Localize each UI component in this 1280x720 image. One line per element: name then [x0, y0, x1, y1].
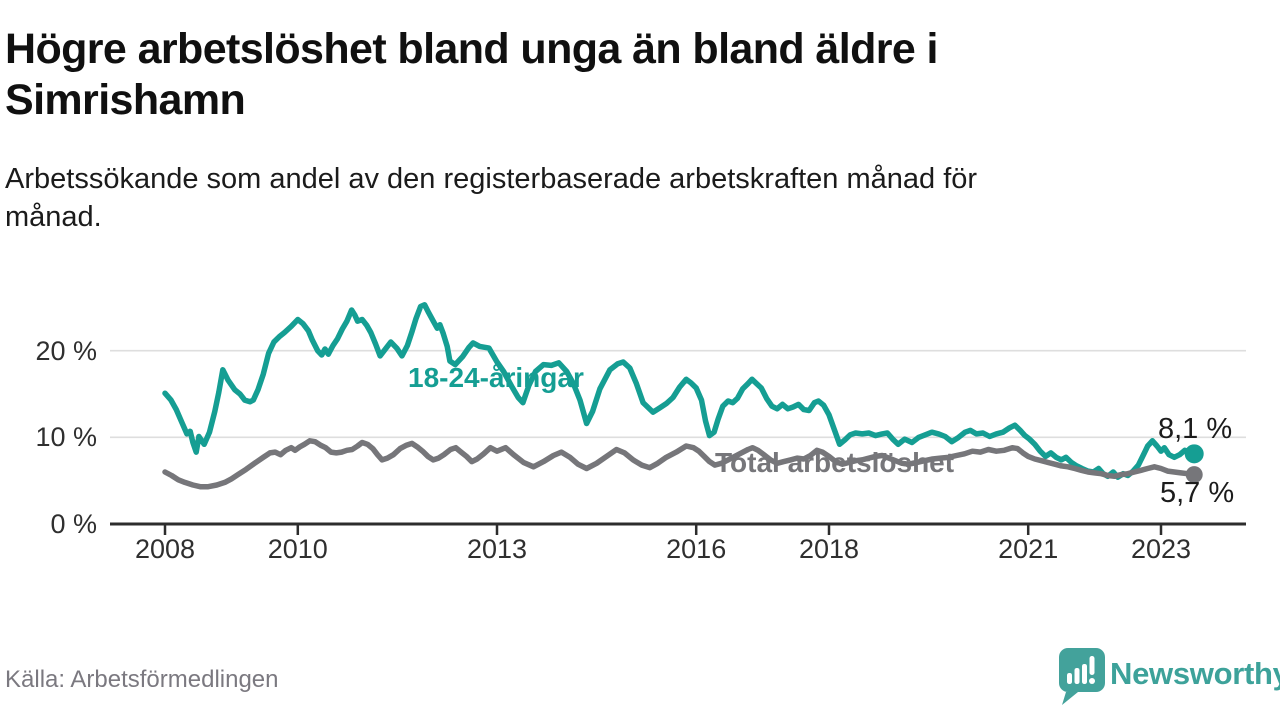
y-tick-label: 0 %	[50, 509, 97, 539]
x-tick-label: 2023	[1130, 534, 1192, 564]
page-subtitle: Arbetssökande som andel av den registerb…	[5, 163, 978, 234]
end-value-label-young: 8,1 %	[1158, 413, 1233, 445]
y-tick-label: 10 %	[35, 422, 97, 453]
x-tick-label: 2013	[466, 534, 528, 564]
x-tick-label: 2010	[267, 534, 328, 564]
series-label-total: Total arbetslöshet	[715, 447, 955, 478]
page-title: Högre arbetslöshet bland unga än bland ä…	[5, 25, 938, 124]
y-tick-label: 20 %	[35, 335, 97, 366]
newsworthy-bubble-chart-icon	[1059, 648, 1105, 705]
x-tick-label: 2018	[798, 534, 860, 564]
series-label-young: 18-24-åringar	[408, 362, 584, 393]
newsworthy-wordmark: Newsworthy	[1110, 656, 1280, 691]
x-tick-label: 2008	[134, 534, 196, 564]
x-tick-label: 2021	[998, 534, 1059, 564]
newsworthy-logo: Newsworthy	[1056, 648, 1280, 708]
source-note: Källa: Arbetsförmedlingen	[5, 666, 279, 693]
x-tick-label: 2016	[666, 534, 727, 564]
end-value-label-total: 5,7 %	[1160, 477, 1235, 509]
